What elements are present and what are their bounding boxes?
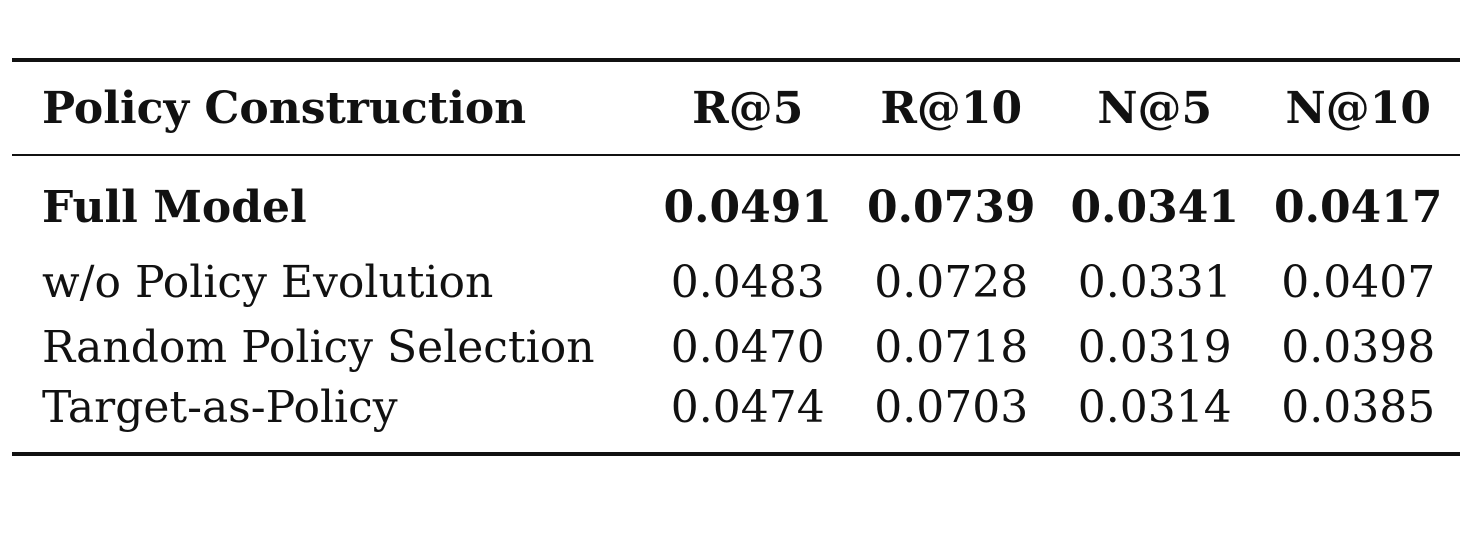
ablation-results-table: Policy Construction R@5 R@10 N@5 N@10 Fu… — [12, 58, 1460, 456]
results-table-container: Policy Construction R@5 R@10 N@5 N@10 Fu… — [12, 58, 1460, 456]
table-header: Policy Construction R@5 R@10 N@5 N@10 — [12, 60, 1460, 155]
header-policy-construction: Policy Construction — [42, 82, 527, 134]
row-label: Target-as-Policy — [42, 382, 398, 433]
cell-n-at-5: 0.0341 — [1070, 181, 1239, 233]
table-row: Target-as-Policy 0.0474 0.0703 0.0314 0.… — [12, 380, 1460, 454]
table-row: Random Policy Selection 0.0470 0.0718 0.… — [12, 315, 1460, 380]
cell-n-at-5: 0.0319 — [1077, 322, 1232, 373]
cell-r-at-5: 0.0474 — [670, 382, 825, 433]
row-label: w/o Policy Evolution — [42, 257, 494, 308]
cell-r-at-5: 0.0483 — [670, 257, 825, 308]
row-label: Full Model — [42, 181, 307, 233]
cell-r-at-10: 0.0703 — [874, 382, 1029, 433]
cell-r-at-5: 0.0470 — [670, 322, 825, 373]
cell-n-at-10: 0.0385 — [1281, 382, 1436, 433]
cell-n-at-5: 0.0331 — [1077, 257, 1232, 308]
cell-r-at-10: 0.0718 — [874, 322, 1029, 373]
header-r-at-5: R@5 — [692, 82, 804, 134]
cell-n-at-10: 0.0398 — [1281, 322, 1436, 373]
cell-n-at-10: 0.0417 — [1274, 181, 1443, 233]
cell-r-at-10: 0.0728 — [874, 257, 1029, 308]
table-row: w/o Policy Evolution 0.0483 0.0728 0.033… — [12, 250, 1460, 315]
row-label: Random Policy Selection — [42, 322, 595, 373]
header-r-at-10: R@10 — [880, 82, 1023, 134]
cell-n-at-10: 0.0407 — [1281, 257, 1436, 308]
header-row: Policy Construction R@5 R@10 N@5 N@10 — [12, 60, 1460, 155]
table-row: Full Model 0.0491 0.0739 0.0341 0.0417 — [12, 155, 1460, 250]
header-n-at-5: N@5 — [1097, 82, 1213, 134]
cell-r-at-5: 0.0491 — [663, 181, 832, 233]
cell-n-at-5: 0.0314 — [1077, 382, 1232, 433]
cell-r-at-10: 0.0739 — [867, 181, 1036, 233]
header-n-at-10: N@10 — [1285, 82, 1431, 134]
table-body: Full Model 0.0491 0.0739 0.0341 0.0417 w… — [12, 155, 1460, 454]
